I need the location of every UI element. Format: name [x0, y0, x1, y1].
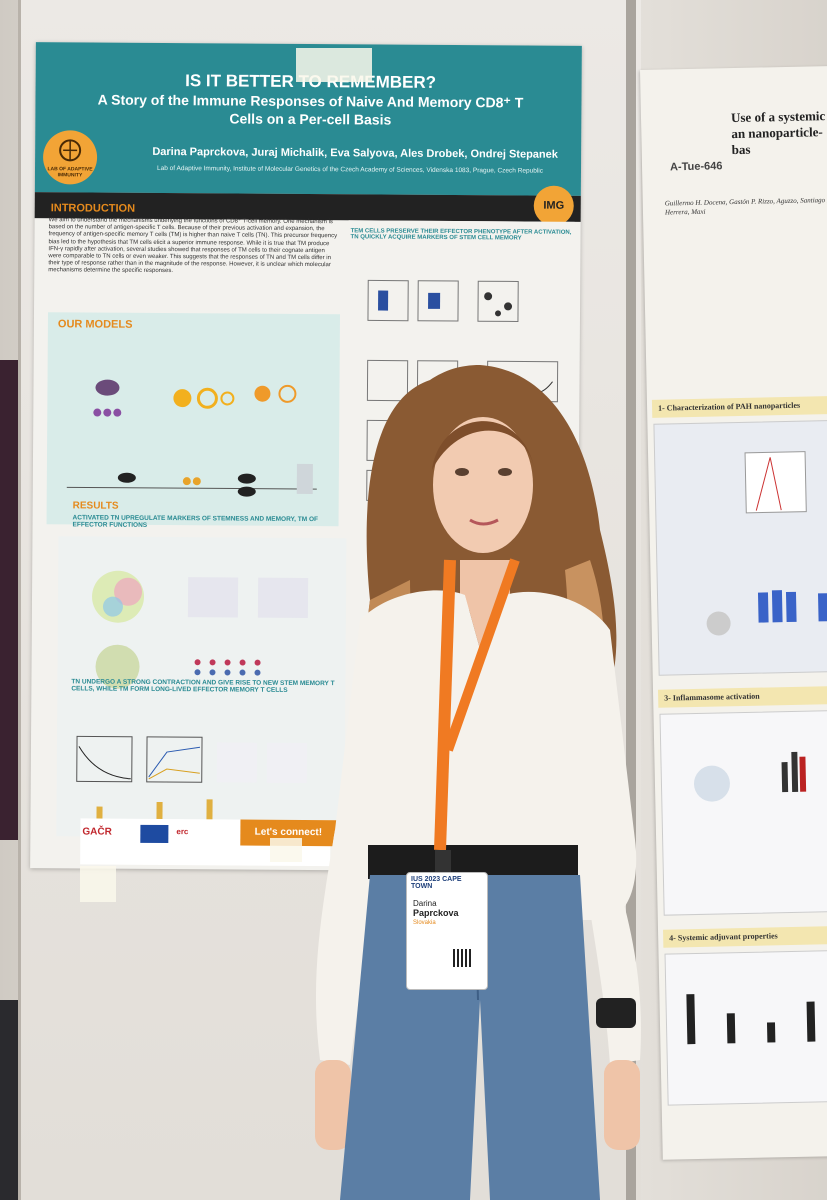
gacr-logo: GAČR: [82, 826, 112, 838]
models-panel: [46, 312, 340, 527]
adjacent-poster-section: 4- Systemic adjuvant properties: [663, 925, 827, 948]
results-heading: RESULTS: [72, 500, 119, 512]
adjacent-poster-title: Use of a systemic an nanoparticle-bas: [730, 108, 826, 158]
adjacent-poster-figure: [653, 419, 827, 676]
tape-strip: [270, 838, 302, 862]
tape-strip: [296, 48, 372, 82]
models-heading: OUR MODELS: [57, 318, 133, 331]
badge-first-name: Darina: [413, 899, 437, 908]
lab-logo-icon: [59, 139, 82, 162]
lab-logo-text: LAB OF ADAPTIVE IMMUNITY: [47, 166, 93, 179]
eu-flag-icon: [140, 824, 169, 844]
qr-code-icon: [453, 949, 471, 967]
adjacent-poster-authors: Guillermo H. Docena, Gastón P. Rizzo, Ag…: [664, 195, 827, 217]
badge-country: Slovakia: [413, 920, 436, 926]
adjuvant-figure: [686, 994, 816, 1045]
badge-last-name: Paprckova: [413, 908, 459, 918]
smartwatch-icon: [596, 998, 636, 1028]
adjacent-poster-section: 3- Inflammasome activation: [657, 685, 827, 708]
badge-event: IUS 2023 CAPE TOWN: [411, 876, 462, 890]
presenter-person: [315, 365, 641, 1200]
adjacent-poster-code: A-Tue-646: [669, 160, 723, 174]
board-frame-pole: [626, 0, 636, 1200]
poster-subtitle: A Story of the Immune Responses of Naive…: [97, 91, 524, 128]
name-badge: IUS 2023 CAPE TOWN Darina Paprckova Slov…: [406, 872, 488, 990]
adjacent-poster-figure: [664, 949, 827, 1106]
img-logo: IMG: [533, 185, 574, 226]
tem-subheading: TEM CELLS PRESERVE THEIR EFFECTOR PHENOT…: [350, 228, 572, 242]
erc-logo: erc: [176, 827, 189, 837]
tape-strip: [80, 866, 116, 902]
lab-logo: LAB OF ADAPTIVE IMMUNITY: [42, 130, 98, 185]
adjacent-poster-section: 1- Characterization of PAH nanoparticles: [651, 395, 827, 418]
intro-text: We aim to understand the mechanisms unde…: [48, 217, 338, 275]
adjacent-poster-figure: [659, 709, 827, 916]
models-illustration: [66, 379, 317, 497]
nanoparticle-figure: [706, 451, 827, 636]
intro-heading: INTRODUCTION: [50, 202, 136, 215]
adjacent-poster: Use of a systemic an nanoparticle-bas A-…: [640, 65, 827, 1160]
inflammasome-figure: [693, 751, 807, 802]
